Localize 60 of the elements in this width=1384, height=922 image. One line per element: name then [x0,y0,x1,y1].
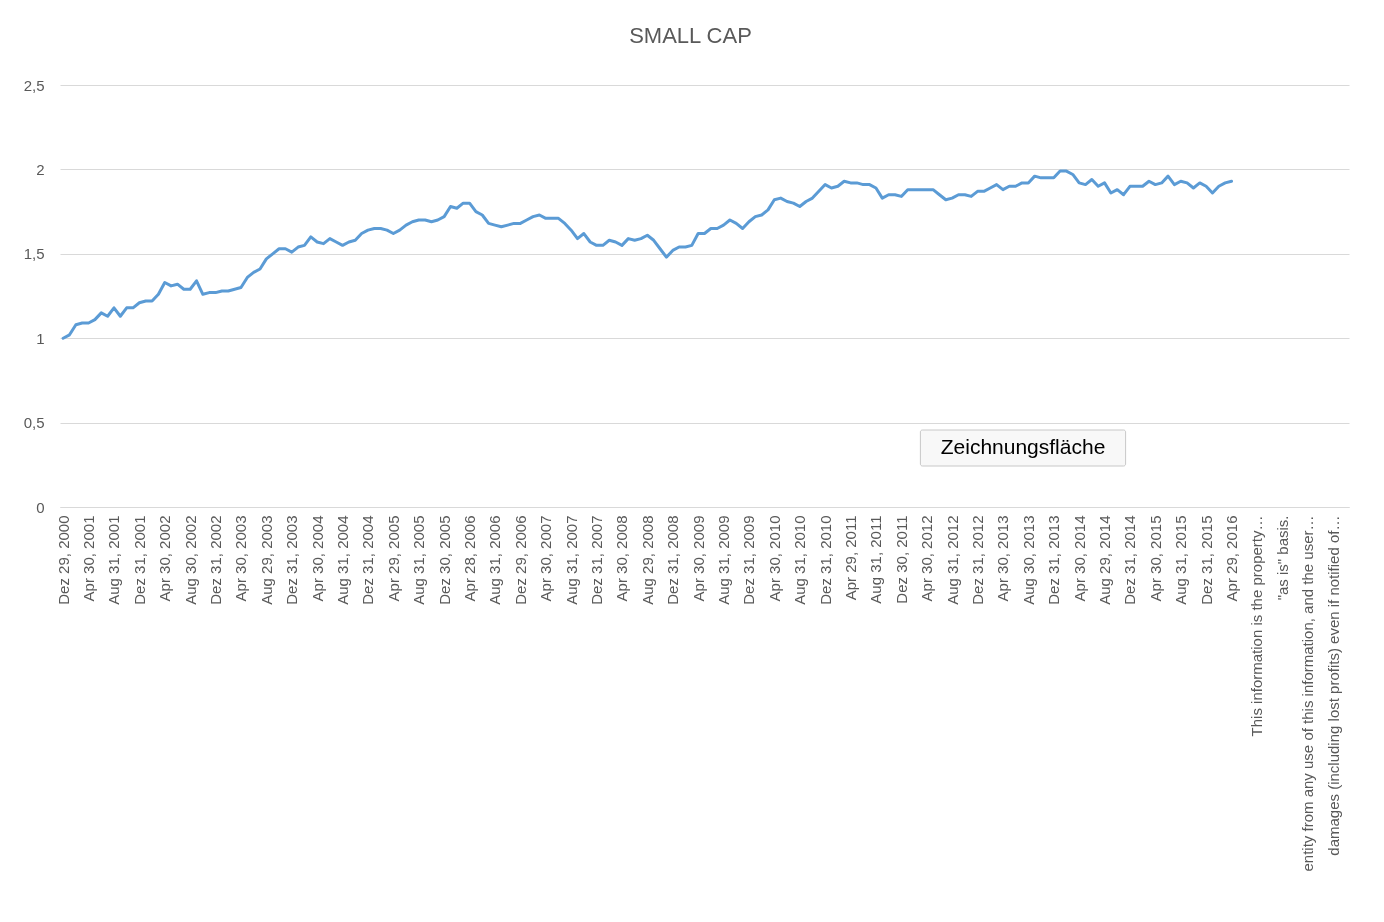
x-tick-label: "as is" basis. [1273,515,1291,601]
x-tick-label: Aug 29, 2008 [638,515,656,605]
x-tick-label: Apr 30, 2007 [537,515,555,602]
x-tick-label: Aug 31, 2004 [334,515,352,605]
x-tick-label: Dez 31, 2001 [130,515,148,605]
y-tick-label: 1 [36,329,45,347]
x-tick-label: Aug 31, 2001 [105,515,123,605]
x-tick-label: Dez 30, 2005 [435,515,453,605]
x-tick-label: Apr 30, 2013 [994,515,1012,602]
x-tick-label: Apr 30, 2004 [308,515,326,602]
x-tick-label: Dez 31, 2003 [283,515,301,605]
annotation: Zeichnungsfläche [940,435,1106,458]
x-tick-label: Apr 30, 2015 [1146,515,1164,602]
x-tick-label: Apr 30, 2014 [1070,515,1088,602]
x-tick-label: Apr 30, 2002 [156,515,174,602]
y-tick-label: 2 [36,160,45,178]
x-tick-label: Dez 29, 2000 [54,515,72,605]
y-tick-label: 0 [36,498,45,516]
x-tick-label: Dez 31, 2004 [359,515,377,605]
x-tick-label: Aug 29, 2003 [257,515,275,605]
x-tick-label: Apr 29, 2005 [384,515,402,602]
x-tick-label: Aug 31, 2012 [943,515,961,605]
x-tick-label: Apr 30, 2008 [613,515,631,602]
x-tick-label: Apr 30, 2010 [765,515,783,602]
x-tick-label: Dez 31, 2013 [1045,515,1063,605]
x-tick-label: Dez 31, 2002 [207,515,225,605]
x-tick-label: damages (including lost profits) even if notified of… [1324,515,1342,856]
y-tick-label: 2,5 [23,76,45,94]
x-tick-label: Apr 30, 2012 [918,515,936,602]
x-tick-label: Dez 31, 2009 [740,515,758,605]
x-tick-label: Dez 31, 2007 [588,515,606,605]
line-series [61,169,1234,340]
x-tick-label: Dez 31, 2008 [664,515,682,605]
y-tick-label: 0,5 [23,414,45,432]
x-tick-label: Aug 31, 2006 [486,515,504,605]
x-tick-label: Aug 31, 2005 [410,515,428,605]
x-tick-label: Aug 31, 2010 [791,515,809,605]
x-tick-label: Apr 30, 2009 [689,515,707,602]
x-tick-label: Dez 29, 2006 [511,515,529,605]
x-tick-label: Apr 28, 2006 [461,515,479,602]
x-tick-label: Apr 30, 2003 [232,515,250,602]
x-tick-label: This information is the property… [1248,515,1266,737]
x-tick-label: Dez 30, 2011 [892,515,910,604]
x-tick-label: Apr 29, 2016 [1223,515,1241,602]
x-tick-label: Aug 31, 2011 [867,515,885,604]
x-tick-label: Aug 30, 2002 [181,515,199,605]
x-tick-label: Dez 31, 2015 [1197,515,1215,605]
x-tick-label: Dez 31, 2014 [1121,515,1139,605]
x-tick-label: Aug 31, 2015 [1172,515,1190,605]
y-tick-label: 1,5 [23,245,45,263]
x-tick-label: Aug 31, 2009 [715,515,733,605]
x-tick-label: Aug 29, 2014 [1096,515,1114,605]
x-tick-label: Aug 30, 2013 [1019,515,1037,605]
x-tick-label: Apr 30, 2001 [80,515,98,602]
chart-title: SMALL CAP [629,23,752,48]
x-tick-label: Dez 31, 2012 [969,515,987,605]
x-tick-label: entity from any use of this information, and the user… [1299,515,1317,872]
x-tick-label: Apr 29, 2011 [842,515,860,601]
x-tick-label: Aug 31, 2007 [562,515,580,605]
x-tick-label: Dez 31, 2010 [816,515,834,605]
